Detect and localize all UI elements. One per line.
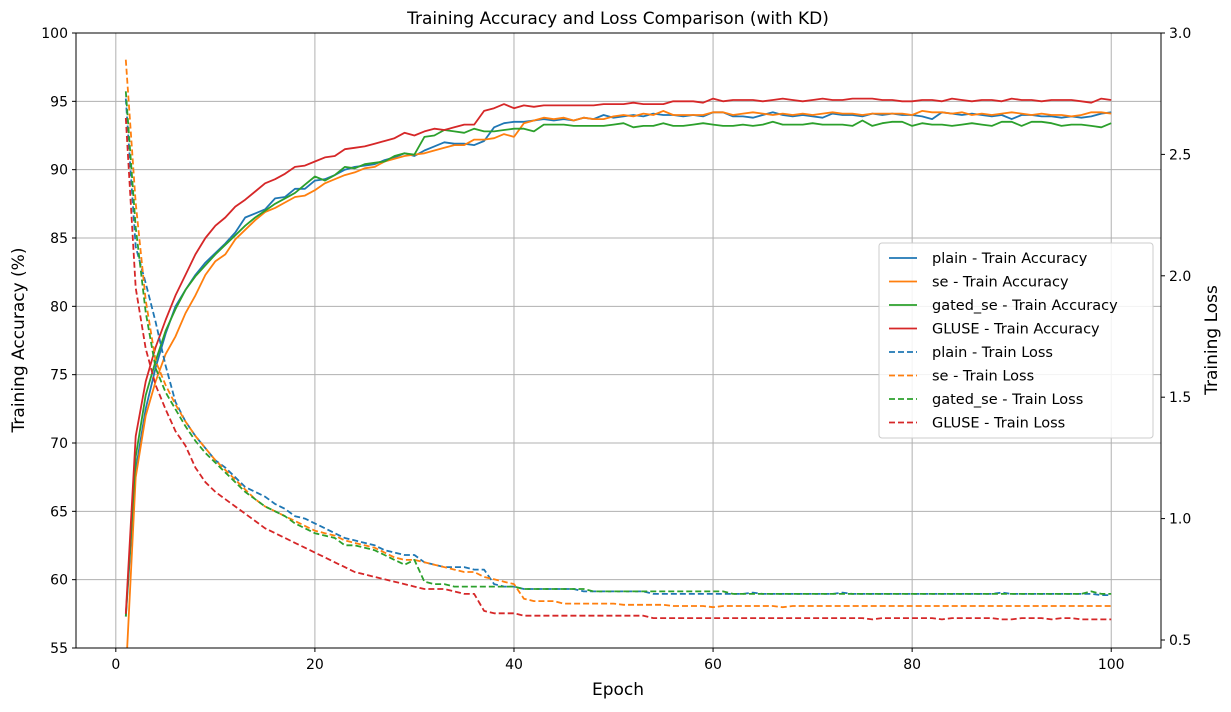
x-tick-label: 60: [704, 657, 722, 673]
y-tick-label: 85: [50, 231, 68, 247]
y-tick-label: 55: [50, 641, 68, 657]
x-tick-label: 80: [903, 657, 921, 673]
legend-entry: se - Train Accuracy: [932, 275, 1069, 291]
x-tick-label: 100: [1098, 657, 1125, 673]
y-right-tick-label: 3.0: [1169, 26, 1191, 42]
legend: plain - Train Accuracy se - Train Accurac…: [878, 242, 1154, 439]
legend-entry: GLUSE - Train Loss: [932, 416, 1065, 432]
x-axis-ticks: 0 20 40 60 80 100: [111, 648, 1125, 673]
y-right-tick-label: 2.0: [1169, 269, 1191, 285]
series-line-gated-se-train-loss: [124, 91, 1112, 595]
legend-box: [878, 242, 1154, 439]
legend-entry: GLUSE - Train Accuracy: [932, 322, 1100, 338]
y-axis-left-ticks: 55 60 65 70 75 80 85 90 95 100: [41, 26, 76, 657]
y-tick-label: 60: [50, 573, 68, 589]
legend-entry: plain - Train Loss: [932, 345, 1053, 361]
y-tick-label: 75: [50, 368, 68, 384]
x-axis-label: Epoch: [592, 680, 644, 700]
x-tick-label: 40: [505, 657, 523, 673]
y-right-tick-label: 1.0: [1169, 512, 1191, 528]
y-tick-label: 90: [50, 163, 68, 179]
series-line-gluse-train-accuracy: [124, 97, 1112, 614]
y-tick-label: 65: [50, 504, 68, 520]
x-tick-label: 0: [111, 657, 120, 673]
y-right-tick-label: 1.5: [1169, 390, 1191, 406]
legend-entry: gated_se - Train Accuracy: [932, 298, 1118, 314]
chart-title: Training Accuracy and Loss Comparison (w…: [406, 9, 829, 29]
series-line-gluse-train-loss: [124, 117, 1112, 621]
legend-entry: se - Train Loss: [932, 369, 1034, 385]
plot-frame: [75, 32, 1162, 649]
y-right-tick-label: 2.5: [1169, 147, 1191, 163]
series-line-se-train-accuracy: [126, 110, 1112, 648]
y-tick-label: 70: [50, 436, 68, 452]
y-axis-right-label: Training Loss: [1202, 285, 1222, 396]
series-line-se-train-loss: [124, 59, 1112, 609]
series-line-gated-se-train-accuracy: [124, 119, 1112, 617]
series-lines: [124, 59, 1112, 648]
y-tick-label: 100: [41, 26, 68, 42]
y-axis-left-label: Training Accuracy (%): [9, 248, 29, 434]
y-tick-label: 95: [50, 94, 68, 110]
y-right-tick-label: 0.5: [1169, 633, 1191, 649]
legend-entry: plain - Train Accuracy: [932, 251, 1088, 267]
y-tick-label: 80: [50, 299, 68, 315]
legend-entry: gated_se - Train Loss: [932, 392, 1083, 408]
y-axis-right-ticks: 0.5 1.0 1.5 2.0 2.5 3.0: [1161, 26, 1191, 649]
x-tick-label: 20: [306, 657, 324, 673]
